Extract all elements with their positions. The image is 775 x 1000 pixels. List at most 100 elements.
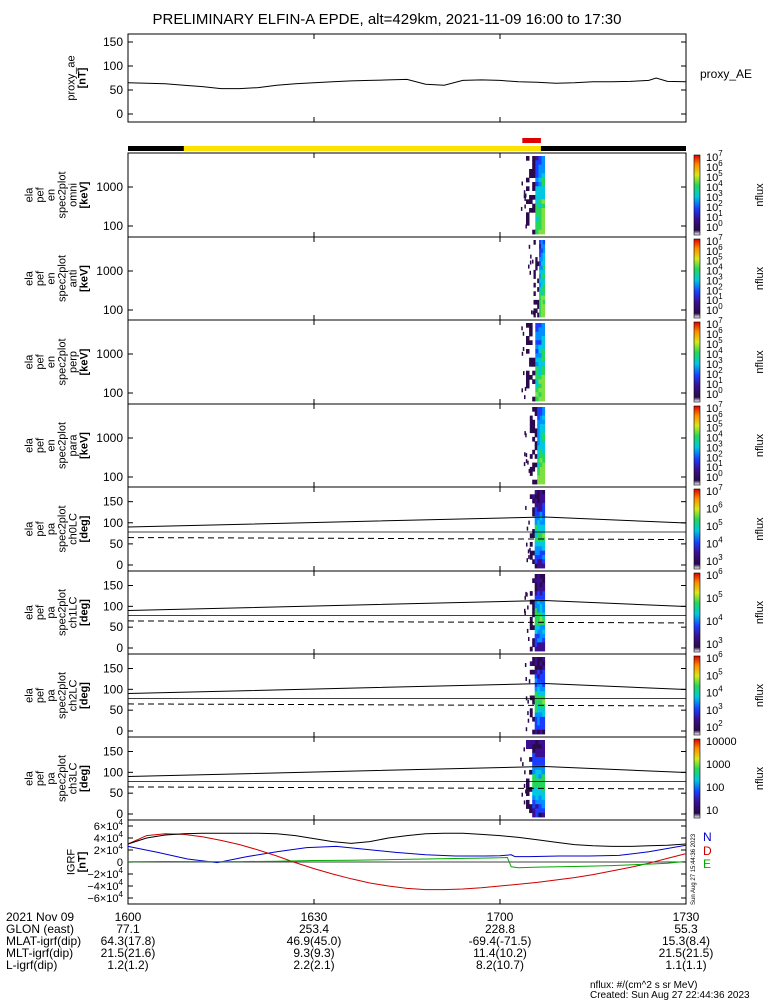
spectrogram-cell [538, 765, 542, 771]
footnote-units: nflux: #/(cm^2 s sr MeV) [590, 980, 698, 991]
spectrogram-cell [542, 695, 546, 701]
footer-value: 15.3(8.4) [662, 934, 710, 948]
spectrogram-cell [538, 216, 542, 222]
spectrogram-cell [542, 304, 546, 309]
ytick-label-proxy_ae: 50 [110, 83, 124, 97]
spectrogram-cell [535, 195, 539, 200]
footer-value: 253.4 [299, 922, 329, 936]
spectrogram-cell [534, 511, 538, 517]
spectrogram-cell [532, 507, 536, 512]
spectrogram-cell [526, 375, 530, 380]
spectrogram-speck [532, 259, 534, 264]
footer-value: 21.5(21.5) [659, 946, 714, 960]
colorbar-tick-perp: 106 [706, 326, 723, 341]
spectrogram-cell [539, 432, 543, 438]
spectrogram-cell [537, 563, 541, 569]
spectrogram-cell [538, 804, 542, 809]
spectrogram-cell [542, 419, 546, 425]
spectrogram-cell [539, 411, 543, 416]
spectrogram-cell [539, 265, 542, 271]
spectrogram-cell [529, 591, 533, 596]
colorbar-tick-ch1LC: 104 [706, 613, 723, 628]
spectrogram-cell [534, 550, 538, 556]
spectrogram-cell [537, 586, 541, 592]
spectrogram-cell [534, 454, 538, 459]
spectrogram-cell [535, 308, 538, 314]
spectrogram-cell [538, 186, 542, 191]
spectrogram-cell [529, 471, 533, 476]
spectrogram-cell [529, 169, 533, 174]
spectrogram-cell [532, 533, 536, 538]
spectrogram-cell [542, 642, 546, 648]
panel-frame [127, 486, 687, 572]
spectrogram-cell [535, 782, 539, 788]
spectrogram-cell [537, 661, 541, 666]
spectrogram-cell [529, 744, 533, 749]
spectrogram-cell [542, 449, 546, 455]
spectrogram-cell [535, 388, 539, 393]
spectrogram-cell [542, 661, 546, 666]
colorbar-tick-anti: 105 [706, 253, 723, 268]
spectrogram-cell [539, 248, 542, 254]
colorbar-tick-ch3LC: 1000 [706, 759, 730, 771]
spectrogram-cell [532, 164, 536, 170]
spectrogram-cell [529, 625, 533, 630]
spectrogram-speck [532, 310, 535, 315]
spectrogram-cell [529, 669, 533, 675]
spectrogram-cell [529, 661, 533, 666]
colorbar-ch1LC: 106 105 104 103 nflux [693, 567, 766, 653]
spectrogram-cell [538, 366, 542, 371]
spectrogram-speck [524, 395, 526, 400]
spectrogram-speck [527, 460, 529, 465]
spectrogram-cell [542, 546, 546, 551]
spectrogram-cell [539, 638, 543, 643]
spectrogram-cell [537, 629, 541, 635]
colorbar-tick-perp: 105 [706, 336, 723, 351]
spectrogram-cell [539, 287, 542, 292]
spectrogram-cell [529, 428, 533, 434]
spectrogram-cell [539, 424, 543, 429]
spectrogram-cell [534, 678, 538, 684]
ylabel-omni: elapefenspec2plotomni[keV] [24, 171, 91, 218]
spectrogram-cell [537, 503, 541, 508]
spectrogram-cell [538, 388, 542, 393]
spectrogram-cell [538, 795, 542, 801]
spectrogram-cell [532, 357, 536, 363]
spectrogram-speck [522, 762, 524, 767]
spectrogram-cell [539, 595, 543, 601]
colorbar-anti-fill [693, 238, 701, 319]
spectrogram-perp [521, 323, 545, 402]
colorbar-tick-omni: 101 [706, 209, 723, 224]
spectrogram-cell [540, 261, 544, 267]
spectrogram-cell [537, 674, 541, 679]
spectrogram-cell [542, 261, 546, 267]
spectrogram-cell [535, 182, 539, 187]
spectrogram-cell [538, 327, 542, 332]
colorbar-label-omni: nflux [754, 183, 766, 207]
spectrogram-speck [528, 244, 531, 249]
spectrogram-cell [542, 308, 546, 314]
spectrogram-cell [526, 349, 530, 354]
spectrogram-cell [538, 225, 542, 230]
panel-frame [127, 319, 687, 405]
spectrogram-cell [535, 186, 539, 191]
spectrogram-cell [538, 169, 542, 174]
spectrogram-cell [537, 490, 541, 495]
spectrogram-cell [534, 563, 538, 569]
spectrogram-cell [534, 516, 538, 521]
spectrogram-cell [537, 669, 541, 675]
spectrogram-cell [540, 248, 544, 254]
spectrogram-cell [537, 695, 541, 701]
spectrogram-cell [532, 550, 536, 556]
spectrogram-cell [535, 752, 539, 758]
spectrogram-cell [539, 546, 543, 551]
spectrogram-cell [532, 752, 536, 758]
ytick-label-ch2LC: 100 [103, 682, 123, 696]
spectrogram-cell [532, 424, 536, 429]
ytick-label-omni: 1000 [96, 180, 123, 194]
spectrogram-speck [521, 351, 524, 356]
spectrogram-speck [524, 663, 527, 667]
spectrogram-cell [537, 682, 541, 688]
spectrogram-cell [538, 156, 542, 161]
spectrogram-cell [539, 462, 543, 468]
